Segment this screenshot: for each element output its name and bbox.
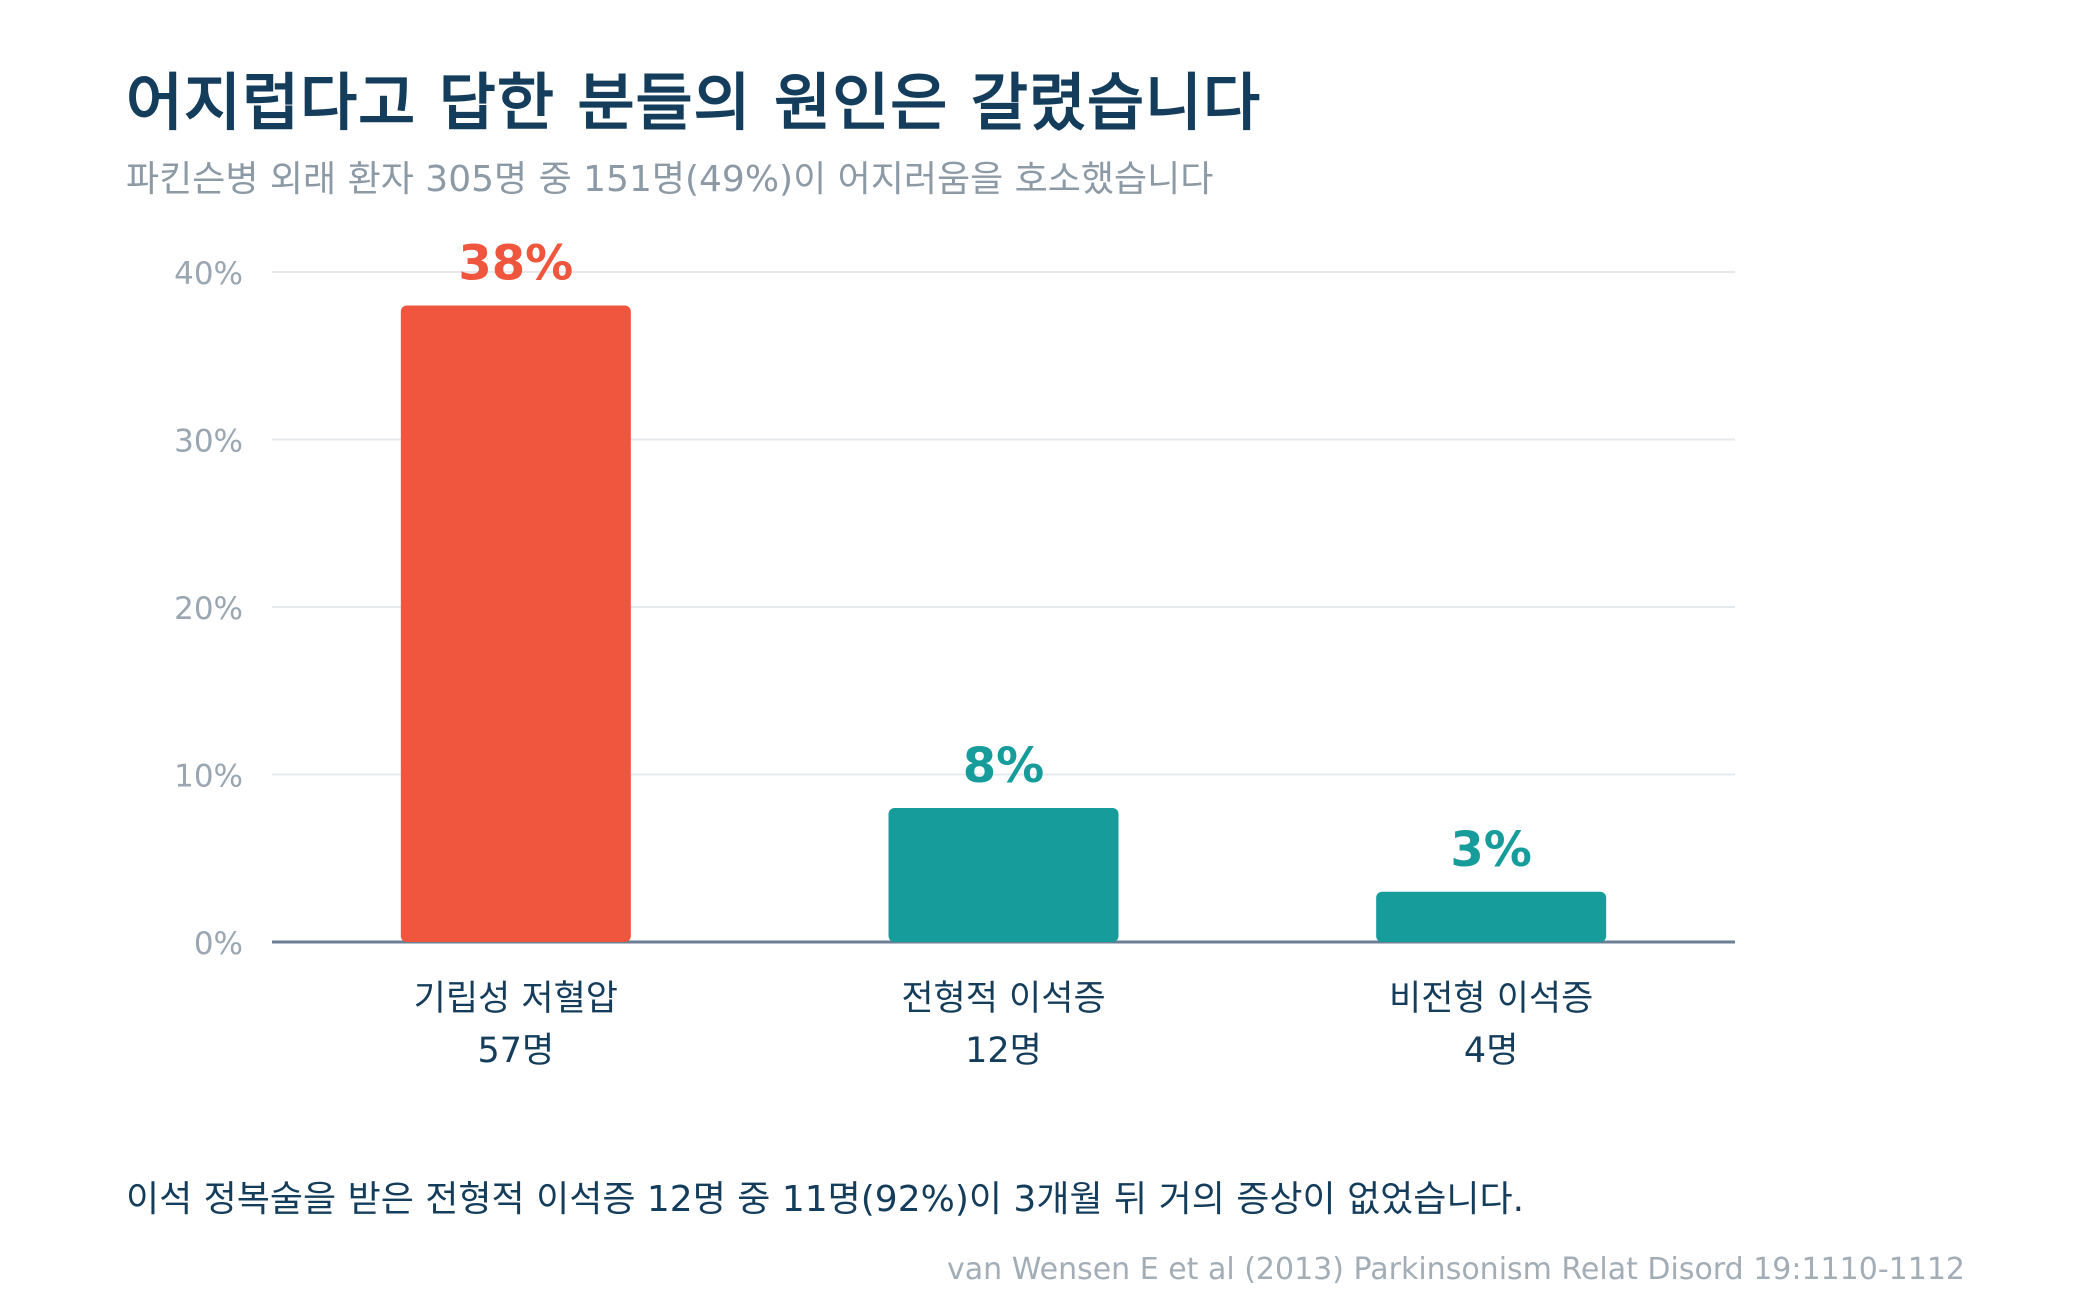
y-tick-label: 10% xyxy=(174,759,243,795)
source-citation: van Wensen E et al (2013) Parkinsonism R… xyxy=(947,1252,1965,1287)
data-label: 8% xyxy=(963,738,1045,794)
chart-subtitle: 파킨슨병 외래 환자 305명 중 151명(49%)이 어지러움을 호소했습니… xyxy=(126,159,1214,200)
bar xyxy=(1376,891,1607,942)
bar-layer xyxy=(400,305,1607,942)
category-label: 전형적 이석증 xyxy=(901,979,1105,1019)
data-label: 3% xyxy=(1450,822,1532,878)
count-label: 57명 xyxy=(477,1031,554,1071)
grid-layer: 0% 10% 20% 30% 40% xyxy=(174,256,1735,962)
y-tick-label: 0% xyxy=(194,926,243,962)
bar xyxy=(400,305,631,942)
footnote: 이석 정복술을 받은 전형적 이석증 12명 중 11명(92%)이 3개월 뒤… xyxy=(126,1179,1525,1220)
category-label: 비전형 이석증 xyxy=(1389,979,1593,1019)
y-tick-label: 20% xyxy=(174,591,243,627)
bar xyxy=(888,808,1119,942)
y-tick-label: 30% xyxy=(174,424,243,460)
count-label: 12명 xyxy=(965,1031,1042,1071)
chart-title: 어지럽다고 답한 분들의 원인은 갈렸습니다 xyxy=(126,66,1262,139)
count-label: 4명 xyxy=(1464,1031,1518,1071)
label-layer: 38% 기립성 저혈압 57명 8% 전형적 이석증 12명 3% 비전형 이석증 4명 xyxy=(414,236,1594,1072)
data-label: 38% xyxy=(458,236,573,292)
y-tick-label: 40% xyxy=(174,256,243,292)
category-label: 기립성 저혈압 xyxy=(414,979,618,1019)
